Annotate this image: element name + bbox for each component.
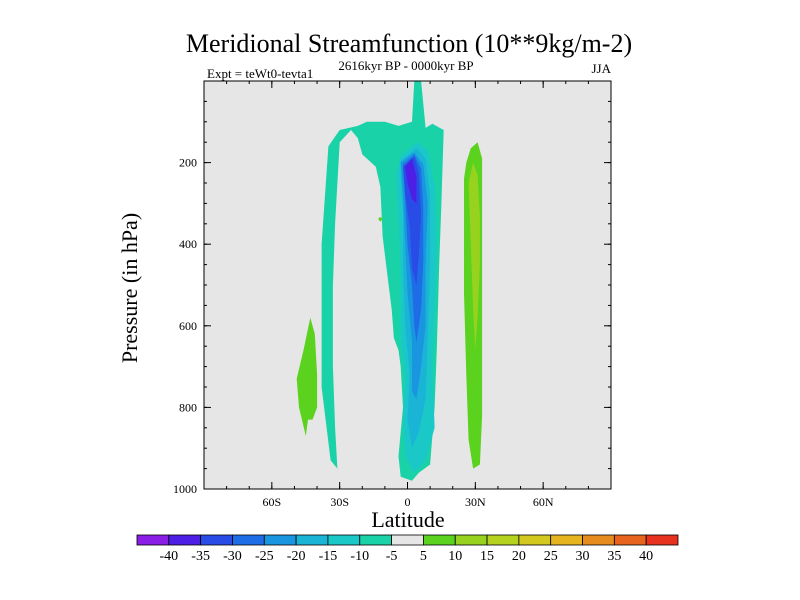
colorbar-label: 25 <box>544 549 558 564</box>
x-tick-label: 60S <box>262 495 281 509</box>
y-tick-label: 1000 <box>173 482 197 496</box>
experiment-label: Expt = teWt0-tevta1 <box>207 66 313 81</box>
colorbar-swatch-7 <box>359 534 392 546</box>
colorbar-swatch-0 <box>136 534 170 546</box>
colorbar-swatch-1 <box>168 534 202 546</box>
colorbar-label: -10 <box>350 549 369 564</box>
colorbar-label: 5 <box>420 549 427 564</box>
contour-region-5 <box>403 156 422 285</box>
colorbar-label: 35 <box>607 549 621 564</box>
colorbar-swatch-5 <box>295 534 329 546</box>
colorbar-label: -20 <box>287 549 306 564</box>
y-axis: 200 400 600 800 1000 <box>173 100 611 496</box>
colorbar-swatch-16 <box>645 534 679 546</box>
colorbar-label: 10 <box>448 549 462 564</box>
contour-region-9 <box>296 317 318 436</box>
x-tick-label: 0 <box>405 495 411 509</box>
contour-region-10 <box>378 216 383 222</box>
colorbar-label: 20 <box>512 549 526 564</box>
colorbar-swatch-10 <box>454 534 488 546</box>
colorbar-swatch-2 <box>200 534 233 546</box>
x-tick-label: 60N <box>533 495 554 509</box>
x-tick-label: 30S <box>330 495 349 509</box>
contour-fills <box>296 81 483 481</box>
colorbar-label: -30 <box>223 549 242 564</box>
colorbar-label: -5 <box>386 549 398 564</box>
chart-subtitle: 2616kyr BP - 0000kyr BP <box>338 58 473 73</box>
colorbar-label: 30 <box>576 549 590 564</box>
colorbar-label: -15 <box>319 549 338 564</box>
colorbar-swatch-14 <box>582 534 615 546</box>
contour-region-8 <box>468 162 480 351</box>
x-tick-label: 30N <box>465 495 486 509</box>
chart-title: Meridional Streamfunction (10**9kg/m-2) <box>186 29 632 58</box>
y-axis-label: Pressure (in hPa) <box>117 213 142 363</box>
colorbar-label: -35 <box>191 549 210 564</box>
colorbar-swatch-15 <box>613 534 647 546</box>
colorbar-label: -25 <box>255 549 274 564</box>
contour-region-6 <box>405 158 417 204</box>
colorbar-swatch-11 <box>486 534 520 546</box>
colorbar-label: 15 <box>480 549 494 564</box>
x-axis: 60S 30S 0 30N 60N <box>226 81 589 509</box>
colorbar: -40 -35 -30 -25 -20 -15 -10 -5 5 10 15 20 25 30 35 40 <box>136 534 679 564</box>
colorbar-label: 40 <box>639 549 653 564</box>
x-axis-label: Latitude <box>371 507 444 532</box>
colorbar-swatch-9 <box>423 534 456 546</box>
colorbar-swatch-4 <box>263 534 297 546</box>
colorbar-swatch-8 <box>391 534 424 546</box>
colorbar-swatch-12 <box>518 534 552 546</box>
colorbar-swatch-13 <box>550 534 583 546</box>
y-tick-label: 600 <box>179 319 197 333</box>
colorbar-swatch-3 <box>232 534 265 546</box>
colorbar-label: -40 <box>159 549 178 564</box>
colorbar-swatch-6 <box>327 534 361 546</box>
y-tick-label: 200 <box>179 156 197 170</box>
y-tick-label: 800 <box>179 400 197 414</box>
season-label: JJA <box>591 61 611 76</box>
y-tick-label: 400 <box>179 237 197 251</box>
